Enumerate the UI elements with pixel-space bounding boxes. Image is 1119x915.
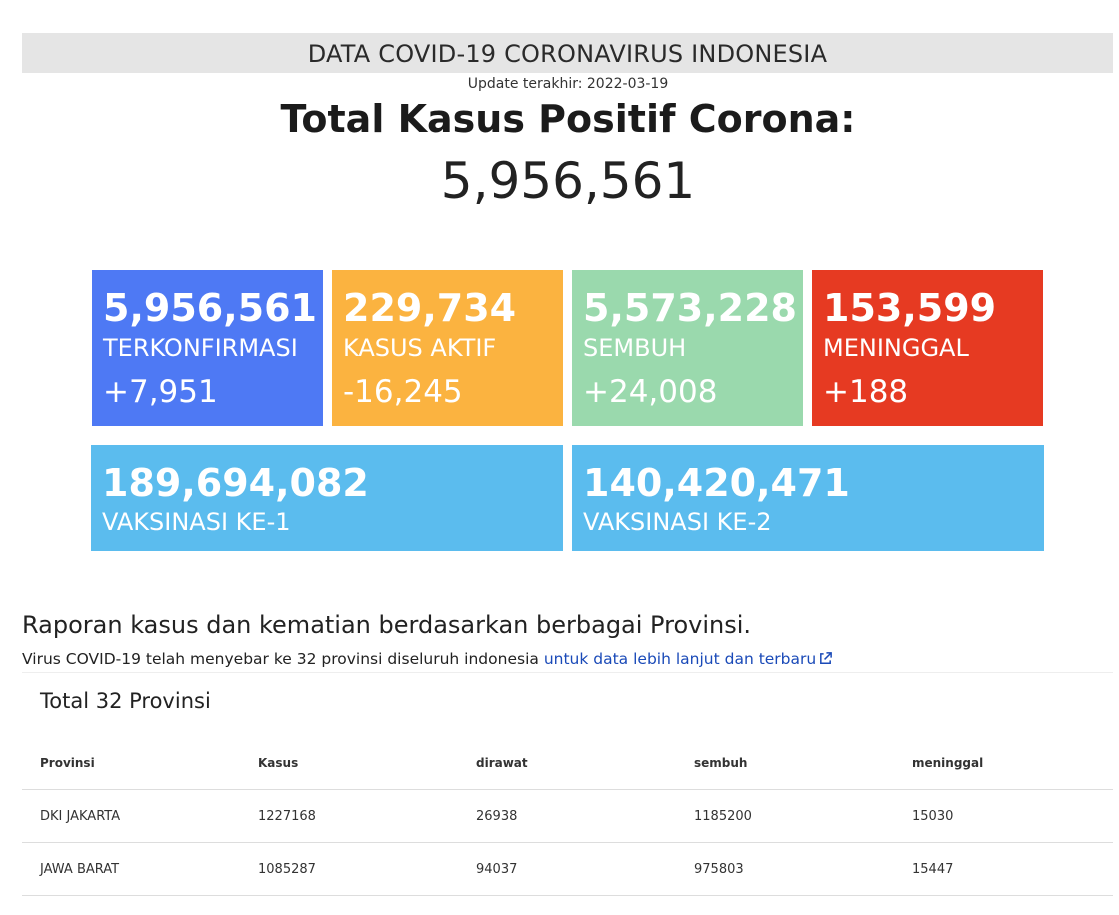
report-subtitle: Virus COVID-19 telah menyebar ke 32 prov… [22,650,833,668]
page-header: DATA COVID-19 CORONAVIRUS INDONESIA [22,33,1113,73]
province-table: Provinsi Kasus dirawat sembuh meninggal … [22,736,1113,896]
column-header-dirawat[interactable]: dirawat [458,736,676,790]
table-caption: Total 32 Provinsi [40,689,211,713]
cell-meninggal: 15447 [894,842,1113,896]
active-label: KASUS AKTIF [343,334,497,362]
cell-sembuh: 1185200 [676,789,894,843]
column-header-provinsi[interactable]: Provinsi [22,736,240,790]
vaccination-1-label: VAKSINASI KE-1 [102,508,291,536]
province-table-section: Total 32 Provinsi Provinsi Kasus dirawat… [22,672,1113,896]
report-subtitle-text: Virus COVID-19 telah menyebar ke 32 prov… [22,650,539,668]
more-data-link[interactable]: untuk data lebih lanjut dan terbaru [544,650,833,668]
table-row: DKI JAKARTA 1227168 26938 1185200 15030 [22,789,1113,843]
external-link-icon[interactable] [818,651,833,666]
cell-dirawat: 26938 [458,789,676,843]
vaccination-1-value: 189,694,082 [102,461,369,505]
column-header-kasus[interactable]: Kasus [240,736,458,790]
vaccination-2-card: 140,420,471 VAKSINASI KE-2 [572,445,1044,551]
cell-provinsi: JAWA BARAT [22,842,240,896]
confirmed-label: TERKONFIRMASI [103,334,298,362]
total-cases-title: Total Kasus Positif Corona: [280,97,856,141]
cell-provinsi: DKI JAKARTA [22,789,240,843]
recovered-delta: +24,008 [583,374,718,410]
table-row: JAWA BARAT 1085287 94037 975803 15447 [22,842,1113,896]
more-data-link-text[interactable]: untuk data lebih lanjut dan terbaru [543,650,817,668]
recovered-value: 5,573,228 [583,286,797,330]
death-label: MENINGGAL [823,334,969,362]
vaccination-1-card: 189,694,082 VAKSINASI KE-1 [91,445,563,551]
death-card: 153,599 MENINGGAL +188 [812,270,1043,426]
cell-meninggal: 15030 [894,789,1113,843]
recovered-card: 5,573,228 SEMBUH +24,008 [572,270,803,426]
confirmed-delta: +7,951 [103,374,218,410]
report-title: Raporan kasus dan kematian berdasarkan b… [22,611,752,639]
active-card: 229,734 KASUS AKTIF -16,245 [332,270,563,426]
active-value: 229,734 [343,286,517,330]
cell-sembuh: 975803 [676,842,894,896]
confirmed-value: 5,956,561 [103,286,317,330]
confirmed-card: 5,956,561 TERKONFIRMASI +7,951 [92,270,323,426]
cell-dirawat: 94037 [458,842,676,896]
table-header-row: Provinsi Kasus dirawat sembuh meninggal [22,736,1113,790]
cell-kasus: 1085287 [240,842,458,896]
last-update-text: Update terakhir: 2022-03-19 [467,76,669,92]
column-header-sembuh[interactable]: sembuh [676,736,894,790]
death-value: 153,599 [823,286,997,330]
recovered-label: SEMBUH [583,334,687,362]
vaccination-2-value: 140,420,471 [583,461,850,505]
vaccination-2-label: VAKSINASI KE-2 [583,508,772,536]
column-header-meninggal[interactable]: meninggal [894,736,1113,790]
death-delta: +188 [823,374,909,410]
total-cases-value: 5,956,561 [440,152,696,210]
cell-kasus: 1227168 [240,789,458,843]
active-delta: -16,245 [343,374,463,410]
